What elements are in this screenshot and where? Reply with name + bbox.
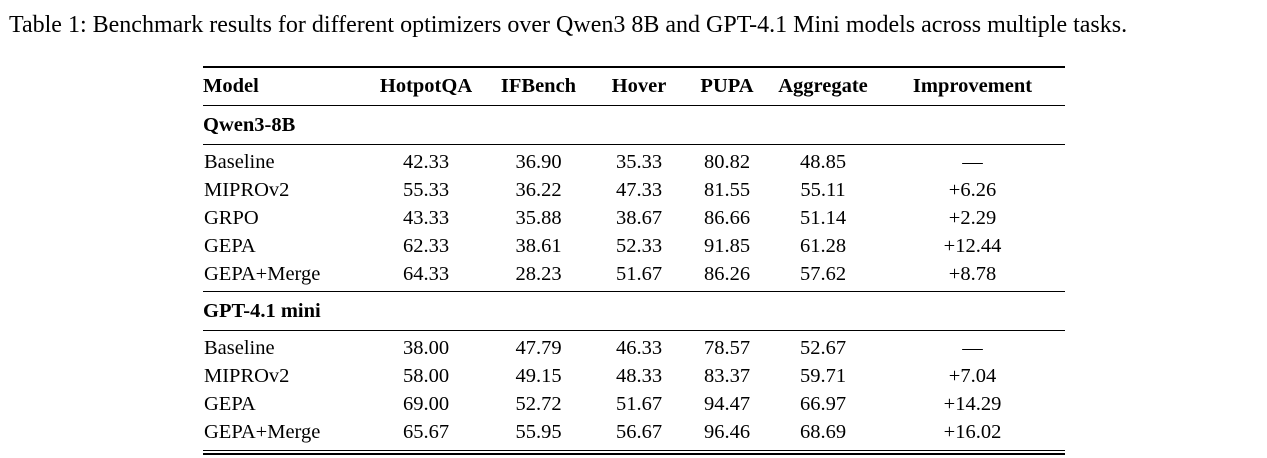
col-header-model: Model: [203, 66, 365, 106]
value-cell: 55.11: [800, 179, 846, 201]
value-cell: 42.33: [402, 151, 450, 173]
table-row: Baseline 42.33 36.90 35.33 80.82 48.85 —: [203, 145, 1065, 177]
col-header-hover: Hover: [590, 66, 688, 106]
value-cell: 86.66: [703, 207, 751, 229]
value-cell: 69.00: [402, 393, 450, 415]
value-cell: 64.33: [402, 263, 450, 285]
value-cell: —: [962, 337, 983, 359]
value-cell: 38.00: [402, 337, 450, 359]
table-row: Baseline 38.00 47.79 46.33 78.57 52.67 —: [203, 331, 1065, 363]
model-cell: GEPA+Merge: [204, 421, 321, 443]
table-row: GEPA 69.00 52.72 51.67 94.47 66.97 +14.2…: [203, 390, 1065, 418]
value-cell: 83.37: [703, 365, 751, 387]
value-cell: 51.14: [799, 207, 847, 229]
model-cell: MIPROv2: [204, 365, 290, 387]
value-cell: 47.33: [615, 179, 663, 201]
value-cell: 36.90: [515, 151, 562, 173]
table-container: Model HotpotQA IFBench Hover PUPA Aggreg…: [203, 66, 1065, 456]
value-cell: 38.61: [515, 235, 562, 257]
value-cell: 52.72: [515, 393, 562, 415]
value-cell: 86.26: [703, 263, 751, 285]
value-cell: 49.15: [515, 365, 562, 387]
table-caption: Table 1: Benchmark results for different…: [9, 12, 1128, 38]
section-qwen3-8b: Qwen3-8B: [203, 105, 1065, 145]
col-header-pupa: PUPA: [688, 66, 766, 106]
value-cell: 66.97: [799, 393, 847, 415]
col-header-improvement: Improvement: [880, 66, 1065, 106]
value-cell: 38.67: [615, 207, 663, 229]
col-header-ifbench: IFBench: [487, 66, 590, 106]
value-cell: 91.85: [703, 235, 751, 257]
header-row: Model HotpotQA IFBench Hover PUPA Aggreg…: [203, 66, 1065, 106]
table-row: GRPO 43.33 35.88 38.67 86.66 51.14 +2.29: [203, 204, 1065, 232]
value-cell: 68.69: [799, 421, 847, 443]
section-header-row: Qwen3-8B: [203, 105, 1065, 145]
value-cell: +2.29: [948, 207, 997, 229]
benchmark-table: Model HotpotQA IFBench Hover PUPA Aggreg…: [203, 66, 1065, 449]
value-cell: 81.55: [703, 179, 751, 201]
value-cell: +12.44: [943, 235, 1002, 257]
model-cell: GEPA: [204, 393, 256, 415]
col-header-hotpotqa: HotpotQA: [365, 66, 487, 106]
table-row: GEPA 62.33 38.61 52.33 91.85 61.28 +12.4…: [203, 232, 1065, 260]
value-cell: 28.23: [515, 263, 562, 285]
value-cell: 96.46: [703, 421, 751, 443]
model-cell: GEPA: [204, 235, 256, 257]
value-cell: 51.67: [615, 393, 663, 415]
value-cell: 62.33: [402, 235, 450, 257]
section-gpt-4-1-mini-rows: Baseline 38.00 47.79 46.33 78.57 52.67 —…: [203, 331, 1065, 450]
value-cell: 57.62: [799, 263, 847, 285]
value-cell: +8.78: [948, 263, 997, 285]
model-cell: GRPO: [204, 207, 259, 229]
section-gpt-4-1-mini: GPT-4.1 mini: [203, 291, 1065, 331]
value-cell: 46.33: [615, 337, 663, 359]
value-cell: 56.67: [615, 421, 663, 443]
value-cell: 36.22: [515, 179, 562, 201]
value-cell: 52.33: [615, 235, 663, 257]
value-cell: 48.33: [615, 365, 663, 387]
table-row: MIPROv2 58.00 49.15 48.33 83.37 59.71 +7…: [203, 362, 1065, 390]
value-cell: —: [962, 151, 983, 173]
col-header-aggregate: Aggregate: [766, 66, 880, 106]
section-title-qwen3-8b: Qwen3-8B: [203, 105, 1065, 145]
value-cell: 65.67: [402, 421, 450, 443]
value-cell: +6.26: [948, 179, 997, 201]
model-cell: GEPA+Merge: [204, 263, 321, 285]
value-cell: 59.71: [799, 365, 847, 387]
table-bottom-rule: [203, 450, 1065, 456]
section-title-gpt-4-1-mini: GPT-4.1 mini: [203, 291, 1065, 331]
value-cell: 48.85: [799, 151, 847, 173]
value-cell: 43.33: [402, 207, 450, 229]
model-cell: Baseline: [204, 151, 275, 173]
value-cell: 52.67: [799, 337, 847, 359]
section-header-row: GPT-4.1 mini: [203, 291, 1065, 331]
value-cell: 51.67: [615, 263, 663, 285]
value-cell: 35.88: [515, 207, 562, 229]
value-cell: 47.79: [515, 337, 562, 359]
value-cell: +7.04: [948, 365, 997, 387]
table-row: MIPROv2 55.33 36.22 47.33 81.55 55.11 +6…: [203, 176, 1065, 204]
value-cell: 61.28: [799, 235, 847, 257]
model-cell: Baseline: [204, 337, 275, 359]
value-cell: +16.02: [943, 421, 1002, 443]
value-cell: 58.00: [402, 365, 450, 387]
value-cell: 55.33: [402, 179, 450, 201]
value-cell: 94.47: [703, 393, 751, 415]
value-cell: 78.57: [703, 337, 751, 359]
section-qwen3-8b-rows: Baseline 42.33 36.90 35.33 80.82 48.85 —…: [203, 145, 1065, 292]
model-cell: MIPROv2: [204, 179, 290, 201]
value-cell: 80.82: [703, 151, 751, 173]
table-row: GEPA+Merge 64.33 28.23 51.67 86.26 57.62…: [203, 260, 1065, 292]
value-cell: 55.95: [515, 421, 562, 443]
table-row: GEPA+Merge 65.67 55.95 56.67 96.46 68.69…: [203, 418, 1065, 449]
value-cell: 35.33: [615, 151, 663, 173]
value-cell: +14.29: [943, 393, 1002, 415]
table-header: Model HotpotQA IFBench Hover PUPA Aggreg…: [203, 66, 1065, 106]
